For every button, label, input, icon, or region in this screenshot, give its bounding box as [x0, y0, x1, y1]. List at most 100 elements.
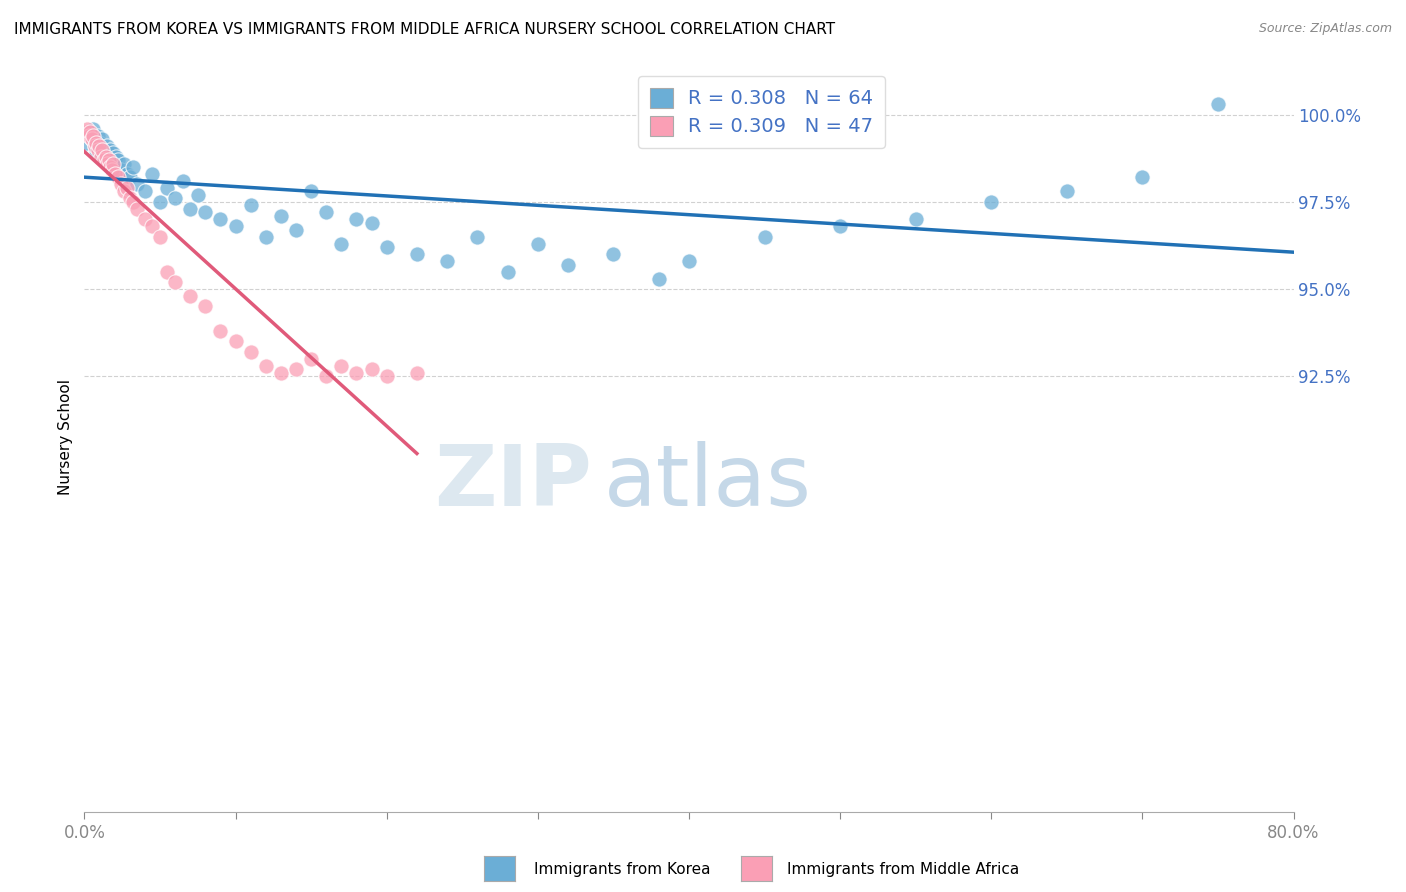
Point	[165, 275, 187, 289]
Point	[90, 146, 112, 161]
Point	[1132, 170, 1154, 185]
Point	[496, 264, 519, 278]
Point	[118, 191, 141, 205]
Point	[96, 156, 118, 170]
Text: Immigrants from Korea: Immigrants from Korea	[534, 863, 711, 877]
Point	[830, 219, 852, 234]
Point	[79, 128, 101, 143]
Point	[225, 219, 247, 234]
Point	[375, 369, 398, 384]
Point	[165, 191, 187, 205]
Point	[84, 139, 107, 153]
Point	[76, 121, 98, 136]
Point	[104, 167, 127, 181]
Point	[80, 132, 103, 146]
Point	[754, 229, 776, 244]
Point	[239, 344, 262, 359]
Point	[360, 362, 382, 376]
Point	[315, 369, 337, 384]
Point	[209, 212, 232, 227]
Point	[101, 146, 124, 161]
Point	[299, 185, 322, 199]
Point	[557, 258, 579, 272]
Point	[980, 194, 1002, 209]
Point	[94, 153, 117, 167]
Point	[82, 121, 104, 136]
Point	[330, 236, 353, 251]
Point	[79, 125, 101, 139]
Point	[104, 160, 127, 174]
Point	[98, 160, 121, 174]
Point	[346, 212, 368, 227]
Point	[100, 156, 122, 170]
Text: Source: ZipAtlas.com: Source: ZipAtlas.com	[1258, 22, 1392, 36]
Point	[115, 167, 138, 181]
Point	[90, 149, 112, 163]
Point	[112, 156, 135, 170]
Point	[225, 334, 247, 349]
Point	[149, 229, 172, 244]
Point	[648, 271, 671, 285]
Point	[105, 149, 128, 163]
Point	[209, 324, 232, 338]
Point	[179, 202, 201, 216]
Point	[127, 178, 149, 192]
Point	[91, 132, 114, 146]
Point	[110, 178, 132, 192]
Point	[194, 205, 217, 219]
Y-axis label: Nursery School: Nursery School	[58, 379, 73, 495]
Point	[121, 194, 143, 209]
Point	[76, 136, 98, 150]
Point	[194, 299, 217, 313]
Point	[89, 139, 111, 153]
Point	[110, 163, 132, 178]
Point	[107, 153, 129, 167]
Point	[527, 236, 550, 251]
Point	[1206, 97, 1229, 112]
Point	[141, 219, 163, 234]
Point	[118, 170, 141, 185]
Point	[134, 212, 156, 227]
Legend: R = 0.308   N = 64, R = 0.309   N = 47: R = 0.308 N = 64, R = 0.309 N = 47	[638, 76, 886, 148]
Point	[82, 128, 104, 143]
Point	[101, 156, 124, 170]
Point	[315, 205, 337, 219]
Point	[285, 362, 308, 376]
Point	[100, 163, 122, 178]
Point	[346, 366, 368, 380]
Point	[187, 187, 209, 202]
Point	[270, 209, 292, 223]
Point	[254, 229, 277, 244]
Point	[107, 170, 129, 185]
Point	[98, 143, 121, 157]
Point	[96, 139, 118, 153]
Point	[112, 185, 135, 199]
Point	[602, 247, 624, 261]
Point	[127, 202, 149, 216]
Text: IMMIGRANTS FROM KOREA VS IMMIGRANTS FROM MIDDLE AFRICA NURSERY SCHOOL CORRELATIO: IMMIGRANTS FROM KOREA VS IMMIGRANTS FROM…	[14, 22, 835, 37]
Point	[87, 128, 110, 143]
Point	[179, 289, 201, 303]
Point	[97, 149, 120, 163]
Point	[89, 136, 111, 150]
Point	[77, 128, 100, 143]
Point	[156, 181, 179, 195]
Point	[141, 167, 163, 181]
Point	[1056, 185, 1078, 199]
Text: Immigrants from Middle Africa: Immigrants from Middle Africa	[787, 863, 1019, 877]
Point	[285, 223, 308, 237]
Point	[86, 143, 108, 157]
Point	[270, 366, 292, 380]
Point	[87, 143, 110, 157]
Point	[97, 153, 120, 167]
Point	[80, 132, 103, 146]
Point	[436, 254, 458, 268]
Point	[77, 125, 100, 139]
Point	[360, 216, 382, 230]
Point	[84, 139, 107, 153]
Point	[172, 174, 194, 188]
Text: ZIP: ZIP	[434, 441, 592, 524]
Point	[121, 160, 143, 174]
Point	[406, 247, 429, 261]
Point	[330, 359, 353, 373]
